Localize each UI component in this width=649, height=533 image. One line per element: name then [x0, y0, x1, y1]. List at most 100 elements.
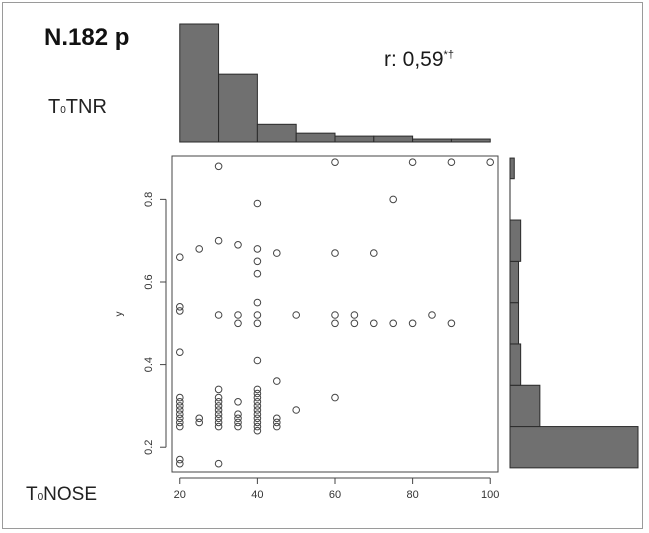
- correlation-significance: *†: [443, 49, 454, 61]
- x-histogram-bar: [412, 138, 452, 143]
- data-point: [253, 269, 262, 278]
- data-point: [273, 377, 281, 385]
- data-point: [408, 158, 417, 166]
- data-point: [253, 319, 262, 328]
- data-point: [331, 393, 339, 402]
- x-tick-label: 20: [174, 489, 186, 501]
- data-point: [253, 418, 262, 427]
- data-point: [176, 307, 184, 315]
- y-histogram: [509, 157, 639, 469]
- data-point: [253, 426, 262, 435]
- data-point: [273, 422, 281, 431]
- data-point: [370, 319, 378, 328]
- data-point: [234, 319, 242, 328]
- data-point: [214, 422, 223, 431]
- data-point: [253, 389, 262, 398]
- x-histogram-bar: [334, 135, 375, 143]
- data-point: [214, 459, 223, 468]
- data-point: [253, 406, 262, 414]
- data-point: [331, 319, 339, 328]
- data-point: [234, 410, 242, 419]
- y-variable-label: T0NOSE: [26, 484, 97, 506]
- y-axis: 0.2 0.4 0.6 0.8 y: [114, 192, 167, 455]
- data-point: [447, 158, 456, 166]
- data-point: [176, 406, 184, 414]
- data-point: [176, 253, 184, 262]
- figure-title: N.182 p: [44, 24, 130, 51]
- data-point: [253, 199, 262, 208]
- y-histogram-bar: [509, 426, 639, 469]
- data-point: [370, 249, 378, 257]
- data-point: [214, 406, 223, 414]
- x-variable-subscript: 0: [60, 105, 66, 116]
- y-variable-name: NOSE: [43, 484, 98, 505]
- data-point: [253, 402, 262, 410]
- data-point: [176, 402, 184, 410]
- data-point: [214, 236, 223, 245]
- data-point: [176, 418, 184, 427]
- data-point: [273, 418, 281, 427]
- y-tick-label: 0.4: [143, 357, 155, 372]
- data-point: [408, 319, 417, 328]
- data-point: [214, 398, 223, 406]
- data-point: [214, 410, 223, 419]
- data-point: [214, 402, 223, 410]
- x-histogram-bar: [179, 23, 220, 143]
- x-variable-name: TNR: [65, 96, 107, 118]
- data-point: [350, 319, 359, 328]
- data-point: [176, 398, 184, 406]
- x-variable-prefix: T: [48, 96, 61, 118]
- data-point: [176, 455, 184, 464]
- y-histogram-bar: [509, 384, 541, 428]
- x-histogram: [179, 23, 491, 143]
- x-histogram-bar: [218, 73, 258, 143]
- x-histogram-bar: [295, 132, 336, 143]
- data-point: [292, 406, 301, 414]
- data-point: [195, 414, 203, 423]
- data-point: [253, 414, 262, 423]
- x-histogram-bar: [373, 135, 414, 143]
- plot-area: [171, 155, 499, 473]
- x-tick-label: 100: [481, 489, 499, 501]
- data-point: [253, 356, 262, 365]
- x-tick-label: 40: [251, 489, 263, 501]
- x-histogram-bar: [450, 138, 491, 143]
- data-point: [253, 393, 262, 402]
- data-point: [214, 162, 223, 171]
- data-point: [350, 311, 359, 319]
- data-point: [253, 410, 262, 419]
- x-tick-label: 80: [406, 489, 418, 501]
- y-axis-label: y: [114, 312, 125, 317]
- data-point: [234, 241, 242, 249]
- data-point: [234, 422, 242, 431]
- data-point: [214, 311, 223, 319]
- data-point: [389, 319, 398, 328]
- y-histogram-bar: [509, 157, 515, 180]
- data-point: [234, 398, 242, 406]
- data-point: [214, 385, 223, 394]
- data-point: [176, 422, 184, 431]
- data-point: [176, 303, 184, 311]
- data-point: [214, 393, 223, 402]
- data-point: [176, 348, 184, 357]
- y-histogram-bar: [509, 343, 522, 386]
- data-point: [292, 311, 301, 319]
- data-point: [331, 311, 339, 319]
- y-histogram-bar: [509, 219, 522, 262]
- data-point: [253, 257, 262, 266]
- data-point: [234, 311, 242, 319]
- data-point: [486, 158, 495, 166]
- data-point: [234, 414, 242, 423]
- data-point: [195, 418, 203, 427]
- data-point: [253, 298, 262, 307]
- data-point: [176, 459, 184, 468]
- y-tick-label: 0.6: [143, 274, 155, 289]
- data-point: [447, 319, 456, 328]
- data-point: [331, 249, 339, 257]
- x-variable-label: T0TNR: [48, 96, 107, 119]
- x-axis: 20 40 60 80 100: [174, 477, 499, 501]
- data-point: [331, 158, 339, 166]
- data-point: [253, 245, 262, 253]
- data-point: [253, 385, 262, 394]
